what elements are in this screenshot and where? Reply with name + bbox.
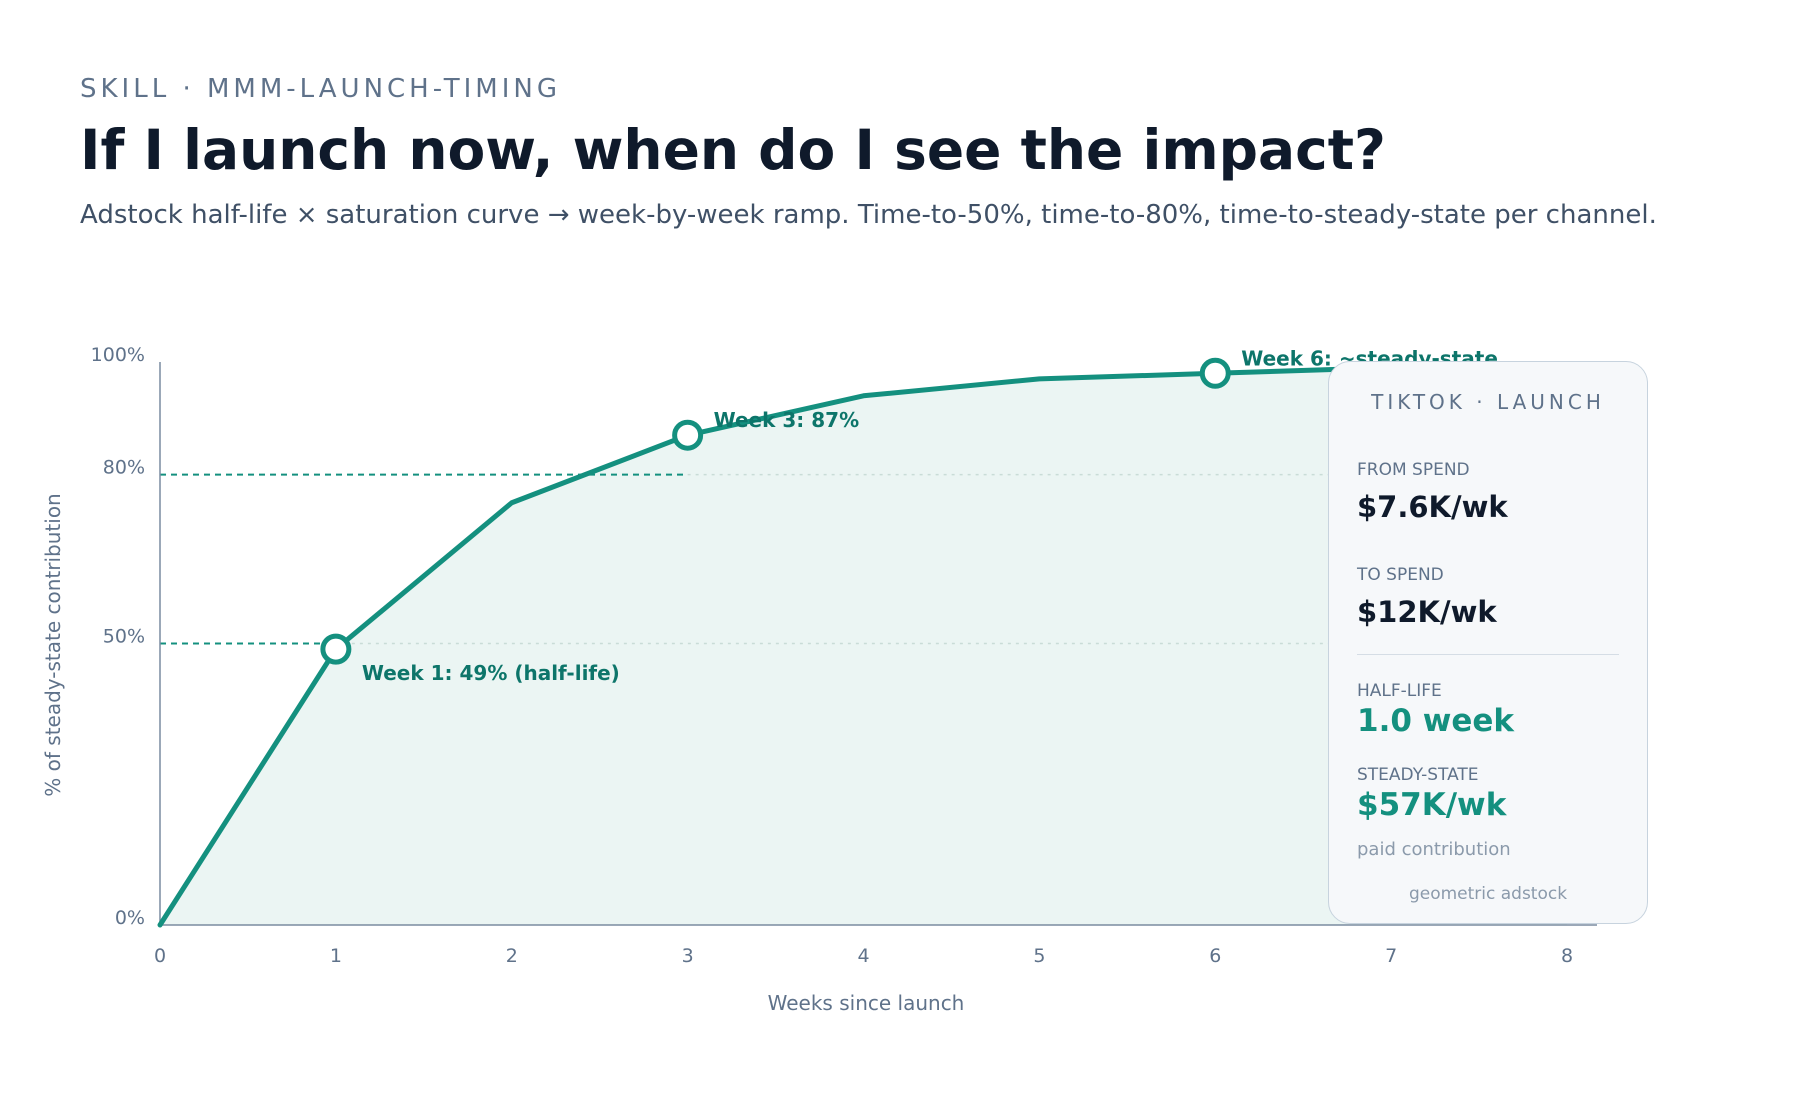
eyebrow-label: SKILL · MMM-LAUNCH-TIMING xyxy=(80,74,561,104)
x-tick-label: 1 xyxy=(330,945,342,967)
y-tick-label: 0% xyxy=(115,907,145,929)
card-footer: geometric adstock xyxy=(1408,884,1568,904)
x-tick-label: 3 xyxy=(682,945,694,967)
y-axis-title: % of steady-state contribution xyxy=(41,493,65,796)
page-subtitle: Adstock half-life × saturation curve → w… xyxy=(80,200,1657,230)
to-spend-value: $12K/wk xyxy=(1357,595,1497,629)
y-tick-label: 80% xyxy=(103,457,145,479)
x-tick-label: 0 xyxy=(154,945,166,967)
x-tick-label: 4 xyxy=(857,945,869,967)
half-life-value: 1.0 week xyxy=(1357,703,1515,739)
x-tick-label: 6 xyxy=(1209,945,1221,967)
steady-state-note: paid contribution xyxy=(1357,839,1511,860)
x-tick-label: 8 xyxy=(1561,945,1573,967)
annotation-marker xyxy=(1199,357,1231,389)
annotation-marker xyxy=(672,419,704,451)
annotation-label: Week 1: 49% (half-life) xyxy=(362,661,620,685)
card-title: TIKTOK · LAUNCH xyxy=(1371,390,1605,414)
steady-state-value: $57K/wk xyxy=(1357,787,1507,823)
x-tick-label: 5 xyxy=(1033,945,1045,967)
x-tick-label: 7 xyxy=(1385,945,1397,967)
to-spend-label: TO SPEND xyxy=(1357,565,1444,585)
y-tick-label: 50% xyxy=(103,626,145,648)
from-spend-label: FROM SPEND xyxy=(1357,460,1470,480)
steady-state-label: STEADY-STATE xyxy=(1357,765,1479,785)
launch-summary-card: TIKTOK · LAUNCH FROM SPEND $7.6K/wk TO S… xyxy=(1328,361,1648,924)
card-divider xyxy=(1357,654,1619,655)
x-axis-title: Weeks since launch xyxy=(768,991,965,1015)
from-spend-value: $7.6K/wk xyxy=(1357,490,1508,524)
x-tick-label: 2 xyxy=(506,945,518,967)
page-title: If I launch now, when do I see the impac… xyxy=(80,118,1386,182)
half-life-label: HALF-LIFE xyxy=(1357,681,1442,701)
y-tick-label: 100% xyxy=(91,344,145,366)
annotation-marker xyxy=(320,633,352,665)
annotation-label: Week 3: 87% xyxy=(714,408,860,432)
